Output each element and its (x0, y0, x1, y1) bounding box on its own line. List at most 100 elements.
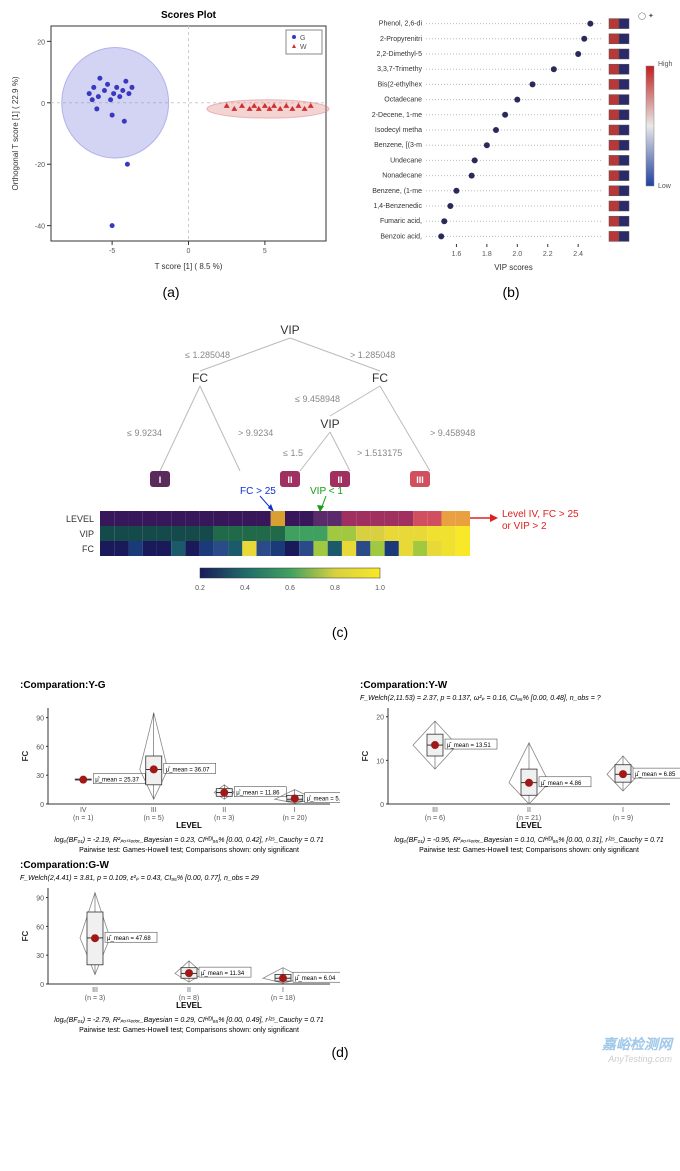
svg-text:LEVEL: LEVEL (66, 514, 94, 524)
svg-text:> 9.9234: > 9.9234 (238, 428, 273, 438)
svg-text:-20: -20 (35, 162, 45, 169)
svg-text:≤ 9.458948: ≤ 9.458948 (295, 394, 340, 404)
svg-text:60: 60 (36, 744, 44, 751)
svg-text:2.2: 2.2 (543, 251, 553, 258)
svg-text:II: II (287, 475, 292, 485)
svg-text:II: II (222, 807, 226, 814)
svg-text:IV: IV (80, 807, 87, 814)
svg-text:(n = 20): (n = 20) (283, 815, 307, 822)
svg-text:Fumaric acid,: Fumaric acid, (380, 218, 422, 225)
svg-text:Pairwise test: Games-Howell te: Pairwise test: Games-Howell test; Compar… (79, 847, 299, 854)
svg-text:III: III (92, 987, 98, 994)
svg-text:I: I (159, 475, 162, 485)
svg-text:Scores Plot: Scores Plot (161, 10, 217, 21)
svg-text:VIP scores: VIP scores (494, 263, 533, 272)
svg-text:VIP: VIP (280, 323, 299, 337)
svg-text:I: I (294, 807, 296, 814)
svg-text:Pairwise test: Games-Howell te: Pairwise test: Games-Howell test; Compar… (419, 847, 639, 854)
svg-text:> 1.285048: > 1.285048 (350, 350, 395, 360)
svg-text:Bis(2-ethylhex: Bis(2-ethylhex (378, 81, 423, 88)
svg-text:LEVEL: LEVEL (176, 1001, 202, 1010)
svg-text:III: III (432, 807, 438, 814)
svg-text::Comparation:Y-W: :Comparation:Y-W (360, 680, 448, 691)
svg-text:μ̂_mean = 25.37: μ̂_mean = 25.37 (95, 778, 139, 784)
panel-c-tree-heatmap: VIP ≤ 1.285048 > 1.285048 FC FC ≤ 9.9234 > 9.9… (0, 316, 680, 640)
svg-text:0.2: 0.2 (195, 585, 205, 592)
svg-text:FC: FC (192, 371, 208, 385)
svg-text:FC: FC (372, 371, 388, 385)
svg-text:Benzoic acid,: Benzoic acid, (380, 233, 422, 240)
svg-text:5: 5 (263, 248, 267, 255)
svg-text:> 1.513175: > 1.513175 (357, 448, 402, 458)
svg-text:Level IV, FC > 25: Level IV, FC > 25 (502, 509, 579, 520)
svg-text:(n = 3): (n = 3) (85, 995, 105, 1002)
svg-text:0: 0 (40, 982, 44, 989)
svg-text:2,2-Dimethyl-5: 2,2-Dimethyl-5 (376, 51, 422, 58)
svg-text:60: 60 (36, 924, 44, 931)
svg-text:(n = 21): (n = 21) (517, 815, 541, 822)
svg-text:II: II (527, 807, 531, 814)
svg-text:T score [1] ( 8.5 %): T score [1] ( 8.5 %) (155, 262, 223, 271)
svg-text:LEVEL: LEVEL (516, 821, 542, 830)
svg-text:Nonadecane: Nonadecane (382, 173, 422, 180)
svg-text:0: 0 (41, 101, 45, 108)
svg-text:Phenol, 2,6-di: Phenol, 2,6-di (379, 21, 423, 28)
svg-text:1.6: 1.6 (452, 251, 462, 258)
svg-text:Benzene, (1-me: Benzene, (1-me (372, 188, 422, 195)
svg-text:≤ 1.285048: ≤ 1.285048 (185, 350, 230, 360)
svg-text:logₑ(BF₀₁) = -0.95, R²ₚₒₛₜₑᵣᵢₒ: logₑ(BF₀₁) = -0.95, R²ₚₒₛₜₑᵣᵢₒᵣ_Bayesian… (394, 837, 664, 844)
watermark-main: 嘉峪检测网 (602, 1034, 672, 1054)
svg-text:FC: FC (82, 544, 94, 554)
svg-text:High: High (658, 61, 673, 68)
svg-text:Benzene, [(3-m: Benzene, [(3-m (374, 142, 422, 149)
svg-text:μ̂_mean = 6.04: μ̂_mean = 6.04 (295, 976, 336, 982)
svg-text:0.6: 0.6 (285, 585, 295, 592)
panel-a-scores-plot: Scores Plot-505-40-20020T score [1] ( 8.… (6, 6, 336, 316)
svg-text:μ̂_mean = 4.86: μ̂_mean = 4.86 (541, 781, 582, 787)
svg-text:2-Propyrenitri: 2-Propyrenitri (380, 36, 422, 43)
svg-text:μ̂_mean = 11.34: μ̂_mean = 11.34 (201, 971, 245, 977)
svg-text:3,3,7-Trimethy: 3,3,7-Trimethy (377, 66, 422, 73)
svg-text:2-Decene, 1-me: 2-Decene, 1-me (372, 112, 422, 119)
svg-text:Isodecyl metha: Isodecyl metha (375, 127, 422, 134)
svg-text:(n = 8): (n = 8) (179, 995, 199, 1002)
svg-text:F_Welch(2,11.53) = 2.37, p = 0: F_Welch(2,11.53) = 2.37, p = 0.137, ω²ₚ … (360, 695, 601, 702)
svg-text:2.4: 2.4 (573, 251, 583, 258)
svg-text:≤ 9.9234: ≤ 9.9234 (127, 428, 162, 438)
svg-text:(n = 1): (n = 1) (73, 815, 93, 822)
caption-d: (d) (10, 1044, 670, 1060)
svg-text:μ̂_mean = 11.86: μ̂_mean = 11.86 (236, 791, 280, 797)
svg-text::Comparation:Y-G: :Comparation:Y-G (20, 680, 106, 691)
svg-text:VIP: VIP (320, 417, 339, 431)
svg-text:1,4-Benzenedic: 1,4-Benzenedic (373, 203, 422, 210)
svg-text:(n = 18): (n = 18) (271, 995, 295, 1002)
svg-text:III: III (151, 807, 157, 814)
svg-text:-5: -5 (109, 248, 115, 255)
svg-text:F_Welch(2,4.41) = 3.81, p = 0.: F_Welch(2,4.41) = 3.81, p = 0.109, ε²ₚ =… (20, 875, 259, 882)
svg-text:μ̂_mean = 6.85: μ̂_mean = 6.85 (635, 772, 676, 778)
svg-text:1.0: 1.0 (375, 585, 385, 592)
caption-c: (c) (30, 624, 650, 640)
svg-text:μ̂_mean = 5.73: μ̂_mean = 5.73 (307, 796, 340, 802)
svg-text:logₑ(BF₀₁) = -2.19, R²ₚₒₛₜₑᵣᵢₒ: logₑ(BF₀₁) = -2.19, R²ₚₒₛₜₑᵣᵢₒᵣ_Bayesian… (54, 837, 324, 844)
svg-text:II: II (337, 475, 342, 485)
panel-d-comparisons: :Comparation:Y-G0306090FCLEVELμ̂_mean = … (0, 656, 680, 1060)
svg-text:(n = 9): (n = 9) (613, 815, 633, 822)
svg-text:10: 10 (376, 758, 384, 765)
svg-text:30: 30 (36, 773, 44, 780)
svg-text:I: I (282, 987, 284, 994)
svg-text:0: 0 (187, 248, 191, 255)
svg-text:I: I (622, 807, 624, 814)
watermark-sub: AnyTesting.com (602, 1054, 672, 1064)
svg-text:logₑ(BF₀₁) = -2.79, R²ₚₒₛₜₑᵣᵢₒ: logₑ(BF₀₁) = -2.79, R²ₚₒₛₜₑᵣᵢₒᵣ_Bayesian… (54, 1017, 324, 1024)
svg-text:Pairwise test: Games-Howell te: Pairwise test: Games-Howell test; Compar… (79, 1027, 299, 1034)
svg-text:μ̂_mean = 13.51: μ̂_mean = 13.51 (447, 743, 491, 749)
watermark: 嘉峪检测网 AnyTesting.com (602, 1034, 672, 1064)
svg-text:≤ 1.5: ≤ 1.5 (283, 448, 303, 458)
svg-text:VIP: VIP (79, 529, 94, 539)
svg-text:30: 30 (36, 953, 44, 960)
svg-text:III: III (416, 475, 424, 485)
svg-text:90: 90 (36, 716, 44, 723)
svg-text:(n = 5): (n = 5) (144, 815, 164, 822)
svg-text:0.4: 0.4 (240, 585, 250, 592)
